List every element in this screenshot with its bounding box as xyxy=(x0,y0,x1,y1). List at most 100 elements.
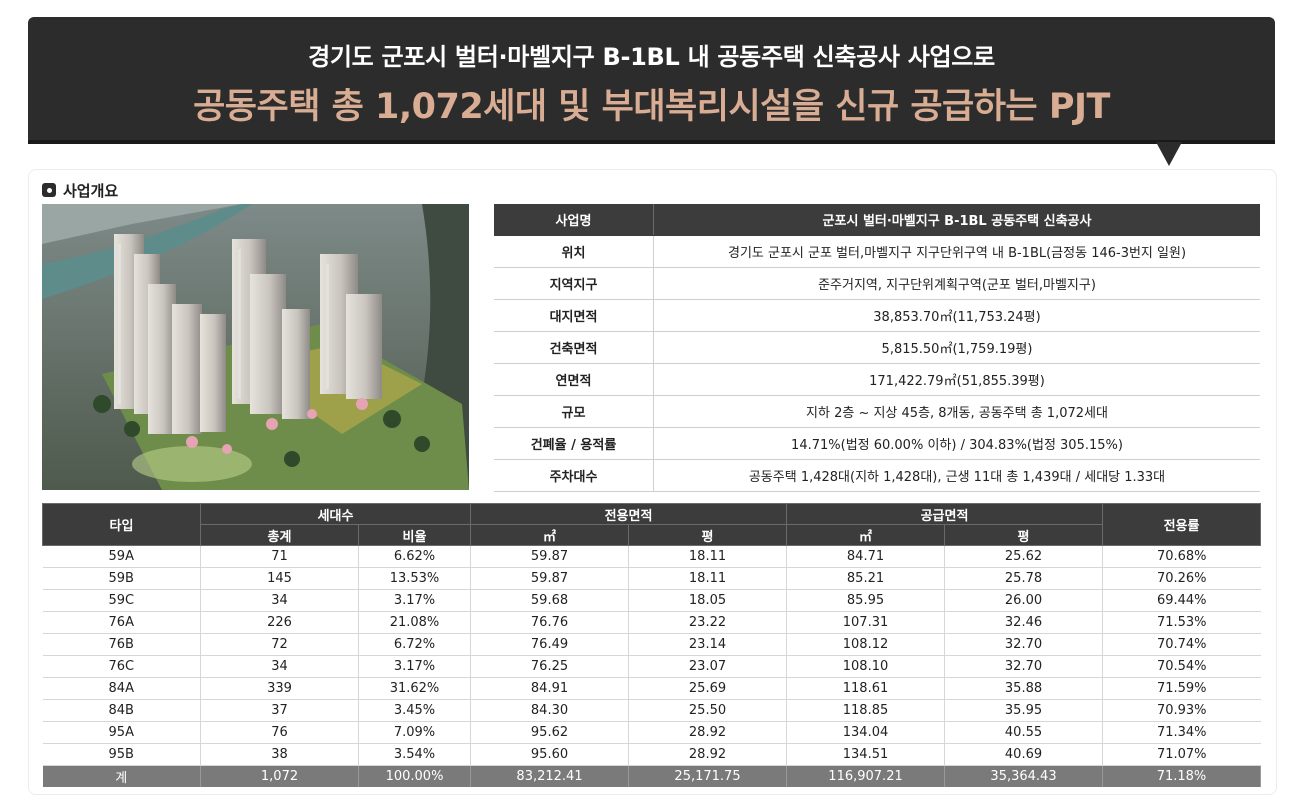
households-cell: 226 xyxy=(200,611,359,634)
col-exclusive-sqm: ㎡ xyxy=(470,524,630,546)
info-row: 주차대수 공동주택 1,428대(지하 1,428대), 근생 11대 총 1,4… xyxy=(494,459,1260,492)
type-cell: 76A xyxy=(42,611,201,634)
info-key: 지역지구 xyxy=(494,267,654,300)
ratio-cell: 71.34% xyxy=(1102,721,1261,744)
table-row: 95B 38 3.54% 95.60 28.92 134.51 40.69 71.07% xyxy=(42,743,1261,766)
exclusive-sqm-cell: 95.62 xyxy=(470,721,630,744)
supply-pyeong-cell: 32.70 xyxy=(944,633,1104,656)
col-supply-sqm: ㎡ xyxy=(786,524,946,546)
table-row: 84A 339 31.62% 84.91 25.69 118.61 35.88 71.59% xyxy=(42,677,1261,700)
type-cell: 84B xyxy=(42,699,201,722)
share-cell: 21.08% xyxy=(358,611,472,634)
type-cell: 76C xyxy=(42,655,201,678)
share-cell: 3.45% xyxy=(358,699,472,722)
supply-sqm-cell: 108.10 xyxy=(786,655,946,678)
share-cell: 3.17% xyxy=(358,589,472,612)
exclusive-sqm-cell: 76.49 xyxy=(470,633,630,656)
banner-pointer xyxy=(1156,142,1182,166)
info-row: 건축면적 5,815.50㎡(1,759.19평) xyxy=(494,331,1260,364)
banner-subtitle: 경기도 군포시 벌터·마벨지구 B-1BL 내 공동주택 신축공사 사업으로 xyxy=(308,43,995,71)
table-row: 59C 34 3.17% 59.68 18.05 85.95 26.00 69.44% xyxy=(42,589,1261,612)
info-key: 규모 xyxy=(494,395,654,428)
type-cell: 59C xyxy=(42,589,201,612)
supply-pyeong-cell: 32.46 xyxy=(944,611,1104,634)
section-title-text: 사업개요 xyxy=(63,181,119,200)
info-key: 연면적 xyxy=(494,363,654,396)
col-supply-pyeong: 평 xyxy=(944,524,1104,546)
headline-banner xyxy=(28,17,1275,143)
table-total-row: 계 1,072 100.00% 83,212.41 25,171.75 116,907.2… xyxy=(42,765,1262,787)
total-supply-pyeong-cell: 35,364.43 xyxy=(944,765,1104,787)
supply-sqm-cell: 134.04 xyxy=(786,721,946,744)
total-households-cell: 1,072 xyxy=(200,765,359,787)
total-type-cell: 계 xyxy=(42,765,201,787)
exclusive-pyeong-cell: 23.22 xyxy=(628,611,788,634)
households-cell: 34 xyxy=(200,655,359,678)
bullet-icon xyxy=(42,183,56,197)
share-cell: 6.72% xyxy=(358,633,472,656)
households-cell: 38 xyxy=(200,743,359,766)
exclusive-pyeong-cell: 28.92 xyxy=(628,743,788,766)
unit-type-table: 타입 세대수 전용면적 공급면적 전용률 총계 비율 ㎡ 평 ㎡ 평 59A 71… xyxy=(42,503,1262,787)
complex-rendering-image xyxy=(42,204,469,490)
supply-sqm-cell: 134.51 xyxy=(786,743,946,766)
exclusive-sqm-cell: 76.76 xyxy=(470,611,630,634)
exclusive-pyeong-cell: 23.07 xyxy=(628,655,788,678)
info-value: 군포시 벌터·마벨지구 B-1BL 공동주택 신축공사 xyxy=(653,204,1260,236)
households-cell: 34 xyxy=(200,589,359,612)
col-total: 총계 xyxy=(200,524,359,546)
info-key: 건폐율 / 용적률 xyxy=(494,427,654,460)
households-cell: 76 xyxy=(200,721,359,744)
info-key: 건축면적 xyxy=(494,331,654,364)
info-row: 위치 경기도 군포시 군포 벌터,마벨지구 지구단위구역 내 B-1BL(금정동 … xyxy=(494,235,1260,268)
info-value: 지하 2층 ~ 지상 45층, 8개동, 공동주택 총 1,072세대 xyxy=(653,395,1260,428)
total-supply-sqm-cell: 116,907.21 xyxy=(786,765,946,787)
share-cell: 7.09% xyxy=(358,721,472,744)
info-value: 경기도 군포시 군포 벌터,마벨지구 지구단위구역 내 B-1BL(금정동 14… xyxy=(653,235,1260,268)
exclusive-pyeong-cell: 25.50 xyxy=(628,699,788,722)
type-cell: 59B xyxy=(42,567,201,590)
supply-sqm-cell: 84.71 xyxy=(786,545,946,568)
supply-pyeong-cell: 25.78 xyxy=(944,567,1104,590)
table-row: 76C 34 3.17% 76.25 23.07 108.10 32.70 70.54% xyxy=(42,655,1261,678)
supply-pyeong-cell: 35.88 xyxy=(944,677,1104,700)
ratio-cell: 70.26% xyxy=(1102,567,1261,590)
table-row: 59B 145 13.53% 59.87 18.11 85.21 25.78 70.26% xyxy=(42,567,1261,590)
col-exclusive-area: 전용면적 xyxy=(470,503,788,525)
supply-pyeong-cell: 25.62 xyxy=(944,545,1104,568)
col-exclusive-pyeong: 평 xyxy=(628,524,788,546)
type-cell: 84A xyxy=(42,677,201,700)
table-row: 59A 71 6.62% 59.87 18.11 84.71 25.62 70.68% xyxy=(42,545,1261,568)
exclusive-pyeong-cell: 18.05 xyxy=(628,589,788,612)
ratio-cell: 70.74% xyxy=(1102,633,1261,656)
exclusive-pyeong-cell: 18.11 xyxy=(628,567,788,590)
exclusive-sqm-cell: 59.87 xyxy=(470,545,630,568)
supply-sqm-cell: 108.12 xyxy=(786,633,946,656)
exclusive-sqm-cell: 95.60 xyxy=(470,743,630,766)
exclusive-pyeong-cell: 18.11 xyxy=(628,545,788,568)
supply-sqm-cell: 118.61 xyxy=(786,677,946,700)
total-ratio-cell: 71.18% xyxy=(1102,765,1262,787)
banner-title: 공동주택 총 1,072세대 및 부대복리시설을 신규 공급하는 PJT xyxy=(193,87,1110,127)
ratio-cell: 70.93% xyxy=(1102,699,1261,722)
exclusive-sqm-cell: 59.68 xyxy=(470,589,630,612)
households-cell: 339 xyxy=(200,677,359,700)
table-row: 76A 226 21.08% 76.76 23.22 107.31 32.46 71.53% xyxy=(42,611,1261,634)
type-cell: 59A xyxy=(42,545,201,568)
info-header-row: 사업명 군포시 벌터·마벨지구 B-1BL 공동주택 신축공사 xyxy=(494,204,1260,236)
share-cell: 13.53% xyxy=(358,567,472,590)
info-row: 연면적 171,422.79㎡(51,855.39평) xyxy=(494,363,1260,396)
col-exclusive-ratio: 전용률 xyxy=(1102,503,1262,546)
info-value: 38,853.70㎡(11,753.24평) xyxy=(653,299,1260,332)
share-cell: 3.17% xyxy=(358,655,472,678)
supply-pyeong-cell: 26.00 xyxy=(944,589,1104,612)
exclusive-sqm-cell: 59.87 xyxy=(470,567,630,590)
exclusive-sqm-cell: 84.30 xyxy=(470,699,630,722)
exclusive-pyeong-cell: 25.69 xyxy=(628,677,788,700)
col-share: 비율 xyxy=(357,524,472,546)
households-cell: 145 xyxy=(200,567,359,590)
col-households: 세대수 xyxy=(199,503,472,525)
table-row: 76B 72 6.72% 76.49 23.14 108.12 32.70 70.74% xyxy=(42,633,1261,656)
banner-shadow xyxy=(28,140,1275,144)
table-row: 95A 76 7.09% 95.62 28.92 134.04 40.55 71.34% xyxy=(42,721,1261,744)
